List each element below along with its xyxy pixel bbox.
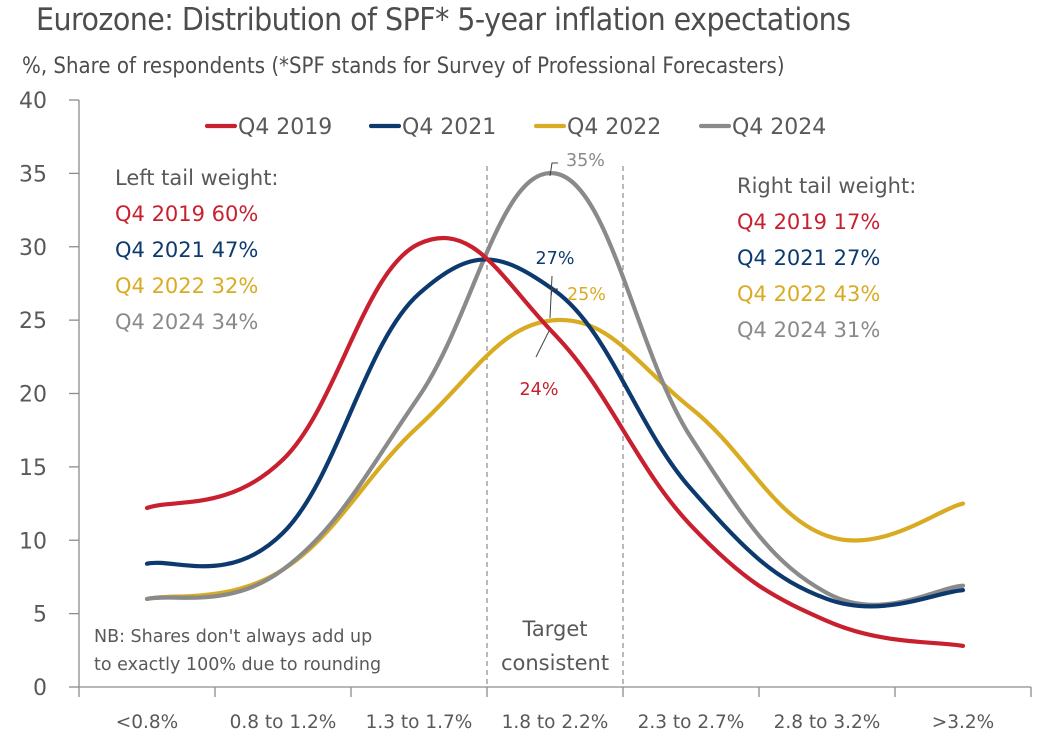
legend-item: Q4 2024	[698, 115, 826, 140]
y-tick-label: 25	[19, 309, 47, 334]
y-tick-label: 10	[19, 529, 47, 554]
series-line-q4-2024	[144, 171, 966, 607]
legend-item: Q4 2021	[368, 115, 496, 140]
axes: 0 5 10 15 20 25 30 35 40 <0.8% 0.8 to 1.2% 1.3 to 1…	[19, 89, 1032, 733]
legend-item: Q4 2022	[533, 115, 661, 140]
annotations: Left tail weight: Q4 2019 60% Q4 2021 47% Q…	[94, 151, 916, 675]
legend-label: Q4 2024	[732, 115, 826, 140]
y-tick-label: 15	[19, 456, 47, 481]
legend-label: Q4 2019	[238, 115, 332, 140]
legend-label: Q4 2022	[567, 115, 661, 140]
right-tail-heading: Right tail weight:	[737, 174, 916, 198]
right-tail-item: Q4 2024 31%	[737, 318, 880, 342]
x-tick-label: 0.8 to 1.2%	[230, 712, 337, 733]
legend: Q4 2019 Q4 2021 Q4 2022 Q4 2024	[204, 115, 826, 140]
target-label: consistent	[501, 651, 609, 675]
left-tail-item: Q4 2021 47%	[115, 238, 258, 262]
point-label: 27%	[536, 249, 575, 269]
leader-line	[550, 288, 558, 297]
y-tick-label: 35	[19, 162, 47, 187]
x-tick-label: 2.3 to 2.7%	[638, 712, 745, 733]
legend-item: Q4 2019	[204, 115, 332, 140]
y-tick-label: 30	[19, 236, 47, 261]
note-text: NB: Shares don't always add up	[94, 627, 372, 647]
chart-subtitle: %, Share of respondents (*SPF stands for…	[22, 54, 785, 79]
y-tick-label: 40	[19, 89, 47, 114]
target-label: Target	[522, 617, 588, 641]
y-tick-label: 20	[19, 383, 47, 408]
left-tail-item: Q4 2024 34%	[115, 310, 258, 334]
x-tick-label: >3.2%	[932, 712, 995, 733]
left-tail-heading: Left tail weight:	[115, 166, 279, 190]
y-tick-label: 5	[33, 603, 47, 628]
x-tick-label: 2.8 to 3.2%	[774, 712, 881, 733]
series-line-q4-2022	[144, 318, 966, 602]
point-label: 25%	[567, 285, 606, 305]
point-label: 35%	[566, 151, 605, 171]
note-text: to exactly 100% due to rounding	[94, 655, 381, 675]
x-tick-label: 1.8 to 2.2%	[502, 712, 609, 733]
series-line-q4-2019	[144, 236, 966, 649]
series-line-q4-2021	[144, 257, 966, 609]
target-band: Target consistent	[486, 166, 624, 687]
x-tick-label: <0.8%	[116, 712, 179, 733]
right-tail-item: Q4 2019 17%	[737, 210, 880, 234]
leader-line	[549, 162, 558, 177]
leader-line	[535, 330, 550, 358]
point-label: 24%	[520, 380, 559, 400]
legend-label: Q4 2021	[402, 115, 496, 140]
y-tick-label: 0	[33, 676, 47, 701]
left-tail-item: Q4 2019 60%	[115, 202, 258, 226]
right-tail-item: Q4 2022 43%	[737, 282, 880, 306]
right-tail-item: Q4 2021 27%	[737, 246, 880, 270]
left-tail-item: Q4 2022 32%	[115, 274, 258, 298]
x-tick-label: 1.3 to 1.7%	[366, 712, 473, 733]
chart-title: Eurozone: Distribution of SPF* 5-year in…	[36, 2, 851, 38]
series-lines	[144, 171, 966, 649]
leader-line	[549, 275, 553, 319]
